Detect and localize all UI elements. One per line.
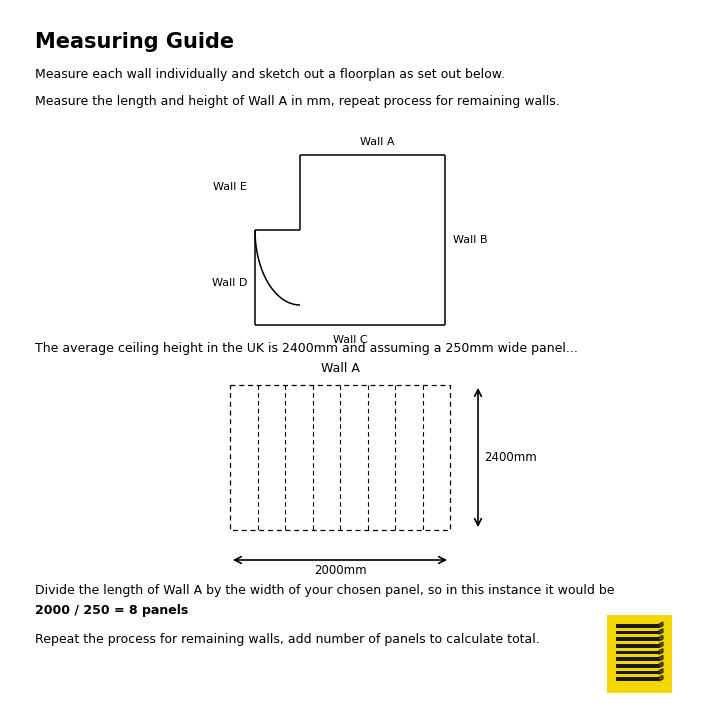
- Bar: [616, 644, 659, 648]
- Polygon shape: [659, 642, 663, 648]
- Bar: [616, 650, 659, 655]
- Text: Wall E: Wall E: [213, 182, 247, 192]
- Polygon shape: [659, 628, 663, 634]
- Text: Wall D: Wall D: [212, 278, 247, 288]
- Bar: [616, 671, 659, 674]
- Text: Wall B: Wall B: [453, 235, 488, 245]
- Bar: [616, 624, 659, 628]
- Text: The average ceiling height in the UK is 2400mm and assuming a 250mm wide panel..: The average ceiling height in the UK is …: [35, 342, 578, 355]
- Text: Divide the length of Wall A by the width of your chosen panel, so in this instan: Divide the length of Wall A by the width…: [35, 584, 614, 597]
- Bar: [616, 677, 659, 681]
- Bar: [616, 664, 659, 667]
- Text: Wall C: Wall C: [333, 335, 367, 345]
- Polygon shape: [659, 655, 663, 661]
- Bar: [607, 615, 672, 693]
- Polygon shape: [659, 669, 663, 674]
- Text: Repeat the process for remaining walls, add number of panels to calculate total.: Repeat the process for remaining walls, …: [35, 633, 540, 646]
- Bar: [616, 630, 659, 634]
- Polygon shape: [659, 622, 663, 628]
- Polygon shape: [659, 649, 663, 655]
- Text: 2400mm: 2400mm: [484, 451, 537, 464]
- Text: Wall A: Wall A: [360, 137, 395, 147]
- Polygon shape: [659, 662, 663, 667]
- Text: Wall A: Wall A: [320, 362, 359, 375]
- Text: 2000 / 250 = 8 panels: 2000 / 250 = 8 panels: [35, 604, 188, 617]
- Text: Measure the length and height of Wall A in mm, repeat process for remaining wall: Measure the length and height of Wall A …: [35, 95, 559, 108]
- Text: Measuring Guide: Measuring Guide: [35, 32, 234, 52]
- Text: Measure each wall individually and sketch out a floorplan as set out below.: Measure each wall individually and sketc…: [35, 68, 505, 81]
- Bar: [616, 638, 659, 641]
- Polygon shape: [659, 675, 663, 681]
- Text: 2000mm: 2000mm: [314, 564, 366, 577]
- Polygon shape: [659, 635, 663, 641]
- Bar: [616, 657, 659, 661]
